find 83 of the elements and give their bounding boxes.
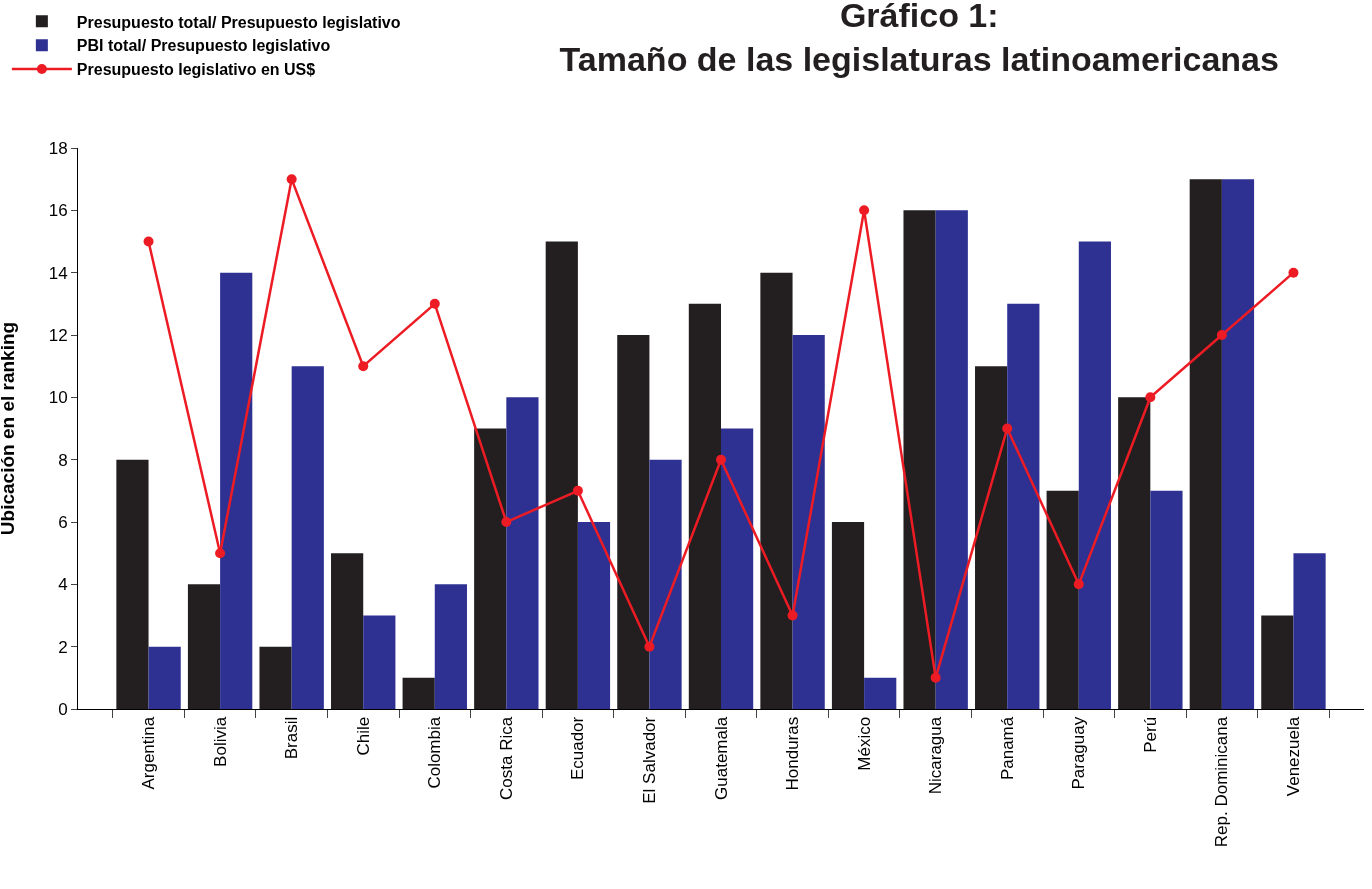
point [787,610,798,621]
point [930,672,941,683]
bar [617,335,650,709]
bar [1221,179,1255,709]
bar [506,397,539,709]
bar [1046,490,1079,709]
point [644,641,655,652]
bar [220,272,253,709]
x-tick-label: Paraguay [1069,716,1089,790]
y-tick-label: 6 [58,512,68,532]
point [215,548,226,559]
y-tick-label: 8 [58,450,68,470]
y-tick-label: 14 [48,263,68,283]
x-tick-label: Ecuador [568,716,588,781]
point [1145,392,1156,403]
x-tick-label: El Salvador [639,716,659,804]
y-axis-title: Ubicación en el ranking [0,321,19,536]
x-tick-label: Venezuela [1283,716,1303,797]
y-tick-label: 18 [48,138,68,158]
bar [402,677,435,709]
bar [1007,303,1040,709]
bar [975,366,1008,709]
x-tick-label: Colombia [425,716,445,789]
bar [1293,553,1326,709]
y-tick-label: 0 [58,699,68,719]
point [143,236,154,247]
bar [903,210,936,709]
bar [474,428,507,709]
bar [649,459,682,709]
bar [864,677,897,709]
bar [831,522,865,709]
legend-label: PBI total/ Presupuesto legislativo [76,37,331,55]
x-tick-label: Perú [1140,716,1160,753]
point [1002,423,1013,434]
y-tick-label: 12 [48,325,68,345]
bar [187,584,221,709]
x-tick-label: Guatemala [711,716,731,800]
bar [577,522,611,709]
x-tick-label: México [854,716,874,771]
x-tick-label: Bolivia [210,716,230,767]
bar [363,615,396,709]
legend-label: Presupuesto legislativo en US$ [76,61,316,79]
bar [1189,179,1222,709]
point [501,517,512,527]
chart-title: Gráfico 1: Tamaño de las legislaturas latinoamericanas [559,0,1279,78]
bar [291,366,324,709]
point [1216,330,1227,340]
y-tick-label: 10 [48,388,68,408]
point [1073,579,1084,590]
x-tick-label: Brasil [282,716,302,760]
x-tick-label: Costa Rica [496,716,516,800]
point [286,174,297,185]
point [716,454,726,465]
x-tick-label: Chile [353,716,373,756]
bar [760,272,793,709]
bar [721,428,754,709]
bar [1150,490,1183,709]
y-tick-label: 2 [58,637,68,657]
bar [1261,615,1294,709]
point [1288,267,1299,278]
point [358,361,369,372]
point [572,485,583,496]
bar [545,241,578,709]
x-tick-label: Nicaragua [926,716,946,795]
bar [331,553,364,709]
bar [1118,397,1151,709]
bar [1078,241,1111,709]
bar [688,303,721,709]
x-tick-label: Honduras [783,716,803,791]
bar [935,210,968,709]
x-tick-label: Rep. Dominicana [1212,716,1232,848]
legend-label: Presupuesto total/ Presupuesto legislativo [76,13,401,31]
bar [259,646,292,709]
point [429,298,440,309]
y-tick-label: 4 [58,575,68,595]
bar [792,335,825,709]
bar [148,646,181,709]
bar [116,459,149,709]
x-tick-label: Panamá [997,716,1017,781]
x-tick-label: Argentina [139,716,159,790]
bar [434,584,467,709]
point [859,205,870,216]
y-tick-label: 16 [48,201,68,221]
